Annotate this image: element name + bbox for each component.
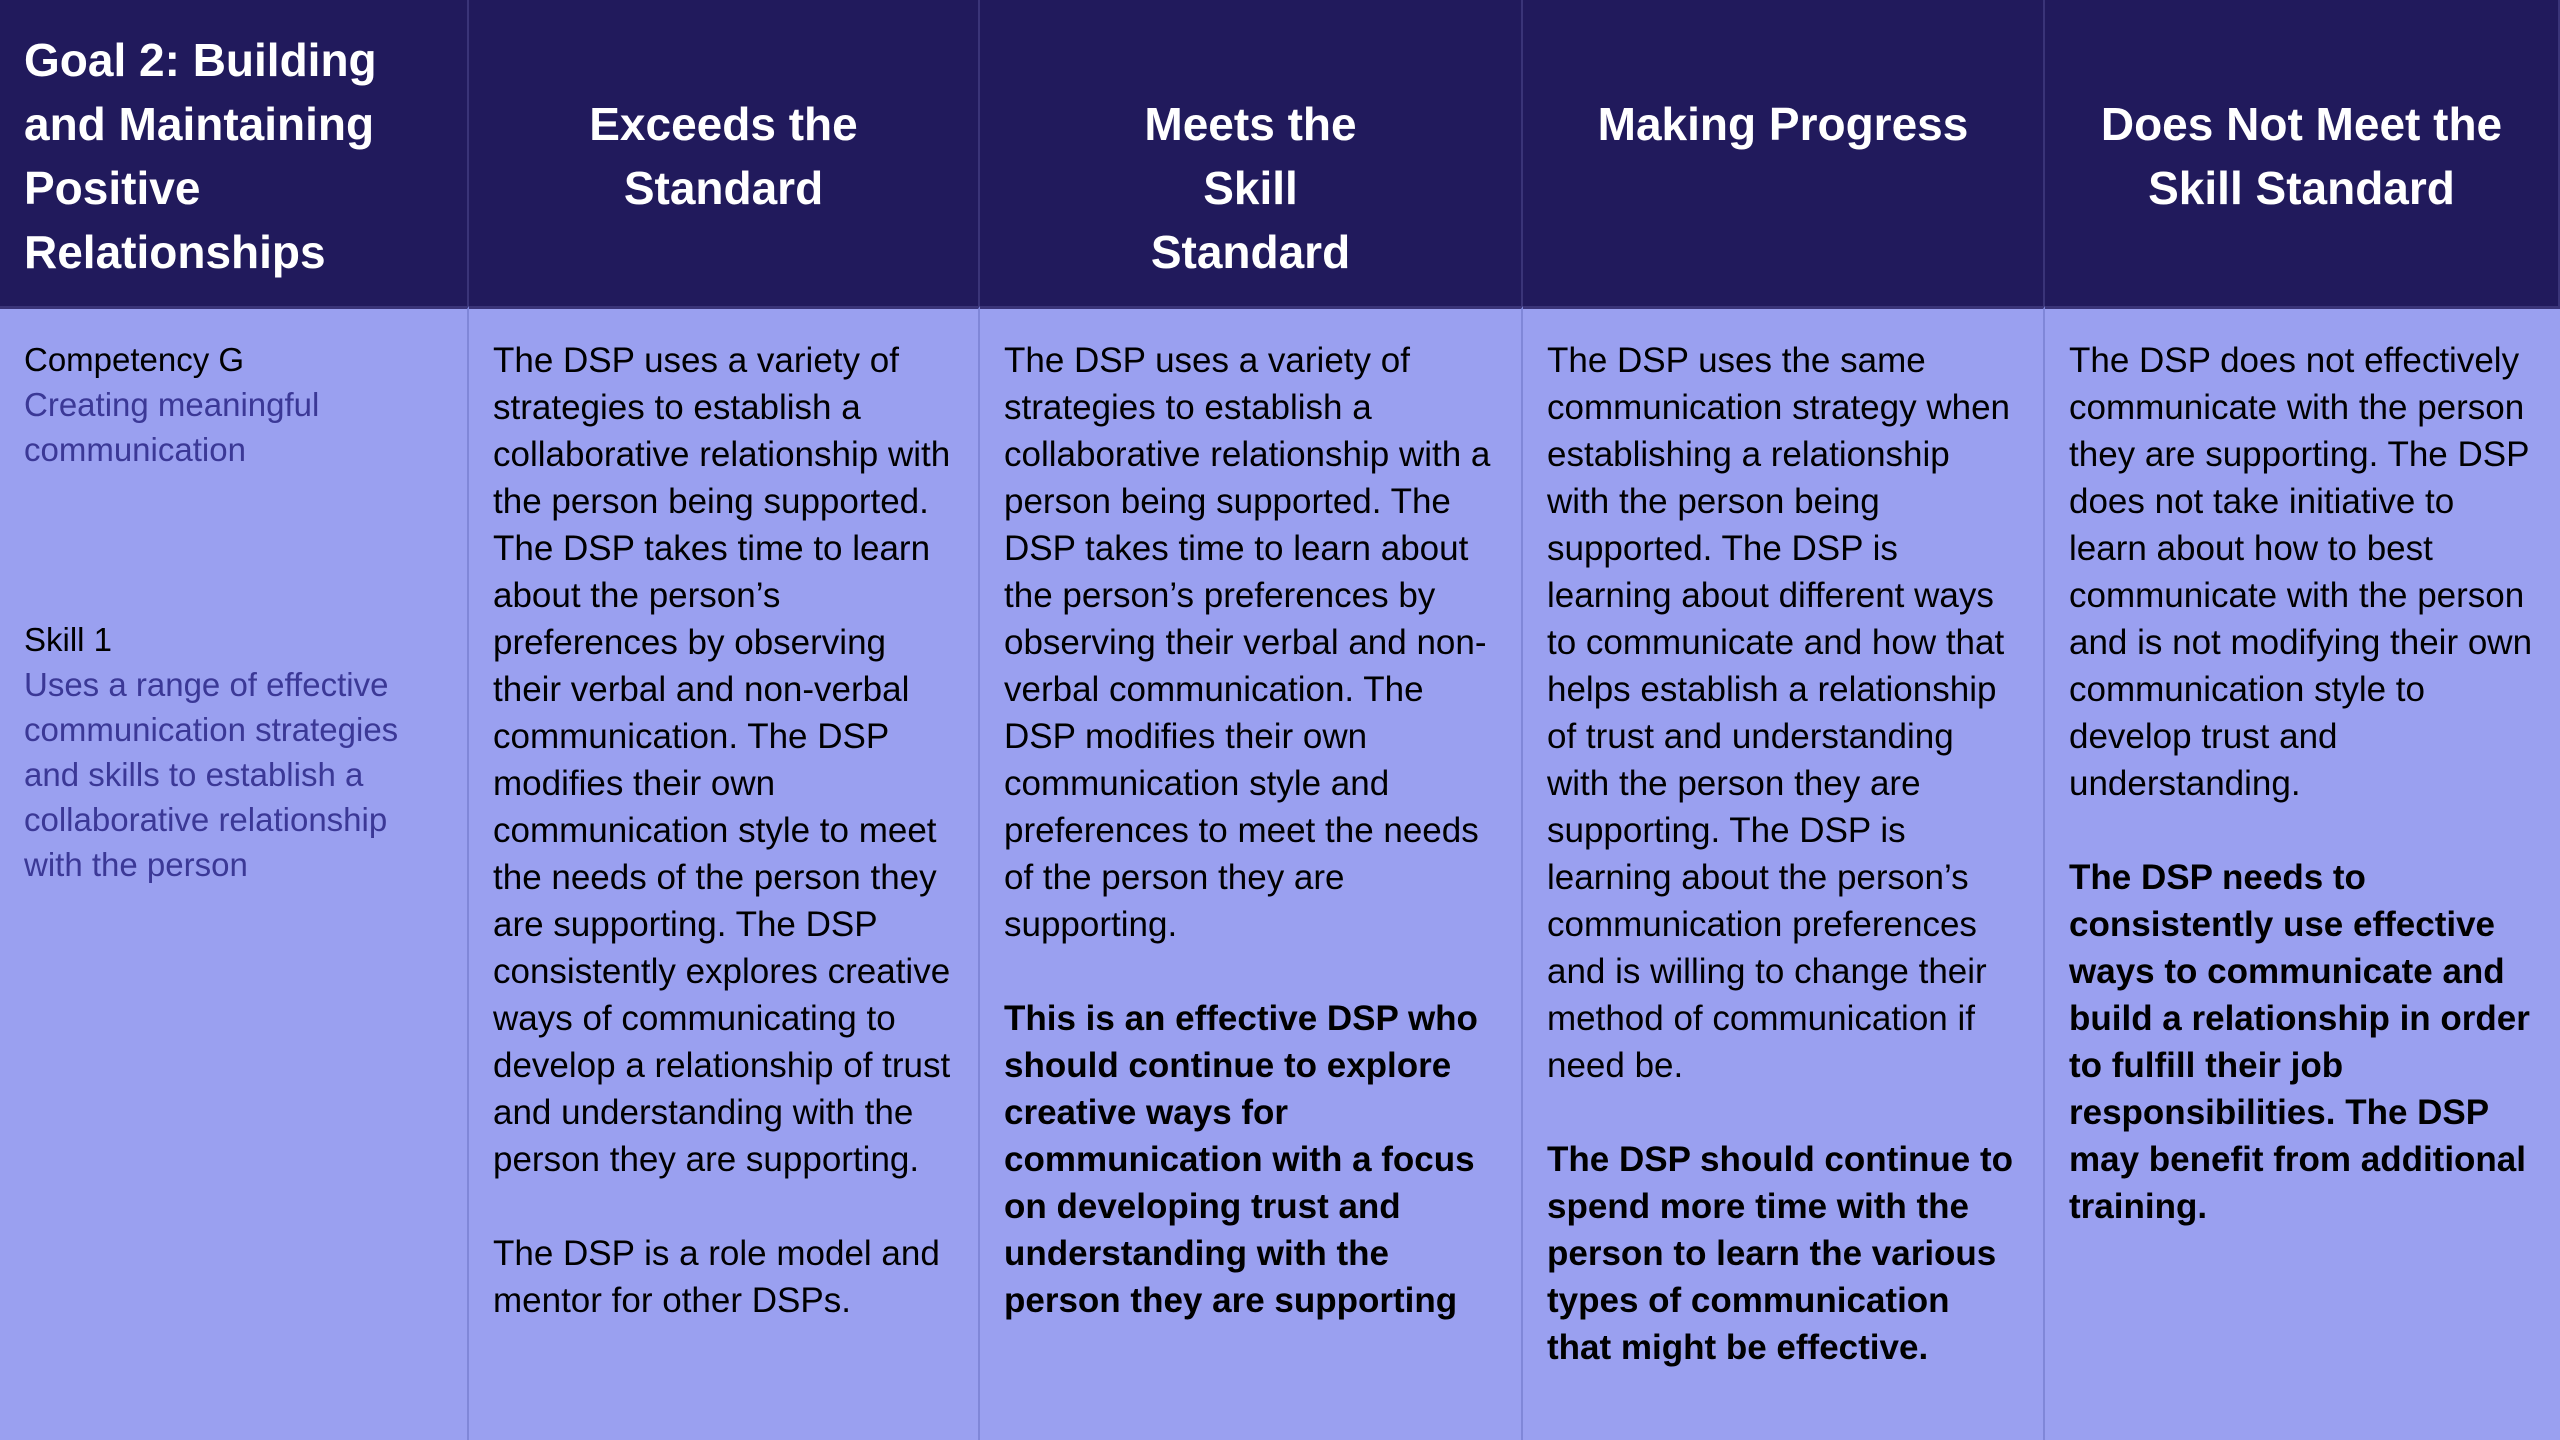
competency-label: Competency G — [24, 341, 245, 378]
header-progress-text: Making Progress — [1597, 98, 1969, 150]
cell-competency-skill: Competency G Creating meaningful communi… — [0, 306, 469, 1440]
header-exceeds-text: Exceeds the Standard — [589, 98, 858, 214]
cell-not-meet: The DSP does not effectively communicate… — [2045, 306, 2560, 1440]
skill-text: Uses a range of effective communication … — [24, 666, 399, 883]
not-meet-bold: The DSP needs to consistently use effect… — [2069, 858, 2530, 1226]
meets-body: The DSP uses a variety of strategies to … — [1004, 341, 1491, 944]
header-progress: Making Progress — [1523, 0, 2045, 306]
progress-body: The DSP uses the same communication stra… — [1547, 341, 2010, 1085]
cell-meets: The DSP uses a variety of strategies to … — [980, 306, 1523, 1440]
exceeds-extra: The DSP is a role model and mentor for o… — [493, 1234, 940, 1320]
header-not-meet-text: Does Not Meet the Skill Standard — [2100, 98, 2503, 214]
header-meets-text: Meets the Skill Standard — [1144, 98, 1357, 278]
cell-exceeds: The DSP uses a variety of strategies to … — [469, 306, 980, 1440]
exceeds-body: The DSP uses a variety of strategies to … — [493, 341, 951, 1179]
progress-bold: The DSP should continue to spend more ti… — [1547, 1140, 2014, 1367]
cell-progress: The DSP uses the same communication stra… — [1523, 306, 2045, 1440]
header-not-meet: Does Not Meet the Skill Standard — [2045, 0, 2560, 306]
not-meet-body: The DSP does not effectively communicate… — [2069, 341, 2533, 803]
skill-label: Skill 1 — [24, 621, 113, 658]
header-goal: Goal 2: Building and Maintaining Positiv… — [0, 0, 469, 306]
header-meets: Meets the Skill Standard — [980, 0, 1523, 306]
spacer — [24, 472, 443, 617]
competency-text: Creating meaningful communication — [24, 386, 320, 468]
meets-bold: This is an effective DSP who should cont… — [1004, 999, 1478, 1320]
header-goal-text: Goal 2: Building and Maintaining Positiv… — [24, 34, 377, 278]
header-exceeds: Exceeds the Standard — [469, 0, 980, 306]
